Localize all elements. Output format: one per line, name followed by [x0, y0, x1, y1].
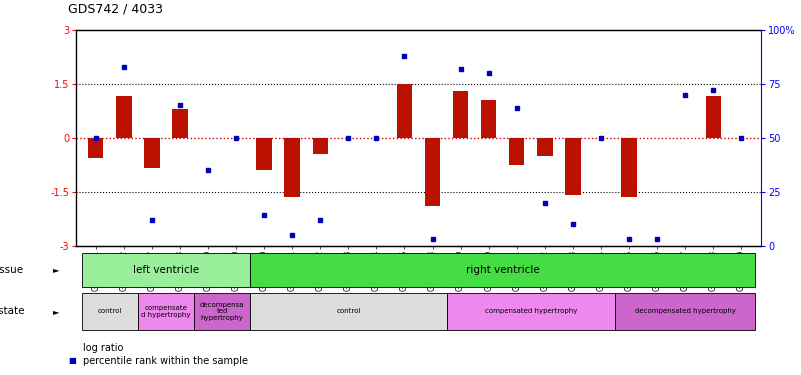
Text: GDS742 / 4033: GDS742 / 4033	[68, 2, 163, 15]
Bar	[250, 253, 755, 287]
Bar	[82, 253, 250, 287]
Bar	[194, 292, 250, 330]
Bar	[706, 96, 721, 138]
Bar	[537, 138, 553, 156]
Bar	[615, 292, 755, 330]
Bar	[88, 138, 103, 158]
Text: right ventricle: right ventricle	[466, 265, 540, 275]
Text: compensate
d hypertrophy: compensate d hypertrophy	[141, 305, 191, 318]
Text: decompensated hypertrophy: decompensated hypertrophy	[634, 308, 735, 314]
Text: compensated hypertrophy: compensated hypertrophy	[485, 308, 577, 314]
Bar	[144, 138, 159, 168]
Text: ►: ►	[53, 307, 59, 316]
Text: percentile rank within the sample: percentile rank within the sample	[83, 356, 248, 366]
Bar	[622, 138, 637, 197]
Bar	[250, 292, 447, 330]
Bar	[425, 138, 441, 206]
Text: decompensa
ted
hypertrophy: decompensa ted hypertrophy	[199, 302, 244, 321]
Text: disease state: disease state	[0, 306, 24, 316]
Bar	[396, 84, 413, 138]
Bar	[138, 292, 194, 330]
Bar	[256, 138, 272, 170]
Text: log ratio: log ratio	[83, 343, 123, 353]
Bar	[82, 292, 138, 330]
Bar	[566, 138, 581, 195]
Bar	[284, 138, 300, 197]
Bar	[116, 96, 131, 138]
Text: left ventricle: left ventricle	[133, 265, 199, 275]
Bar	[312, 138, 328, 154]
Bar	[509, 138, 525, 165]
Text: control: control	[98, 308, 122, 314]
Bar	[447, 292, 615, 330]
Bar	[481, 100, 497, 138]
Text: tissue: tissue	[0, 265, 24, 275]
Text: ■: ■	[68, 356, 76, 365]
Bar	[453, 91, 469, 138]
Text: ►: ►	[53, 266, 59, 274]
Bar	[172, 109, 187, 138]
Text: control: control	[336, 308, 360, 314]
